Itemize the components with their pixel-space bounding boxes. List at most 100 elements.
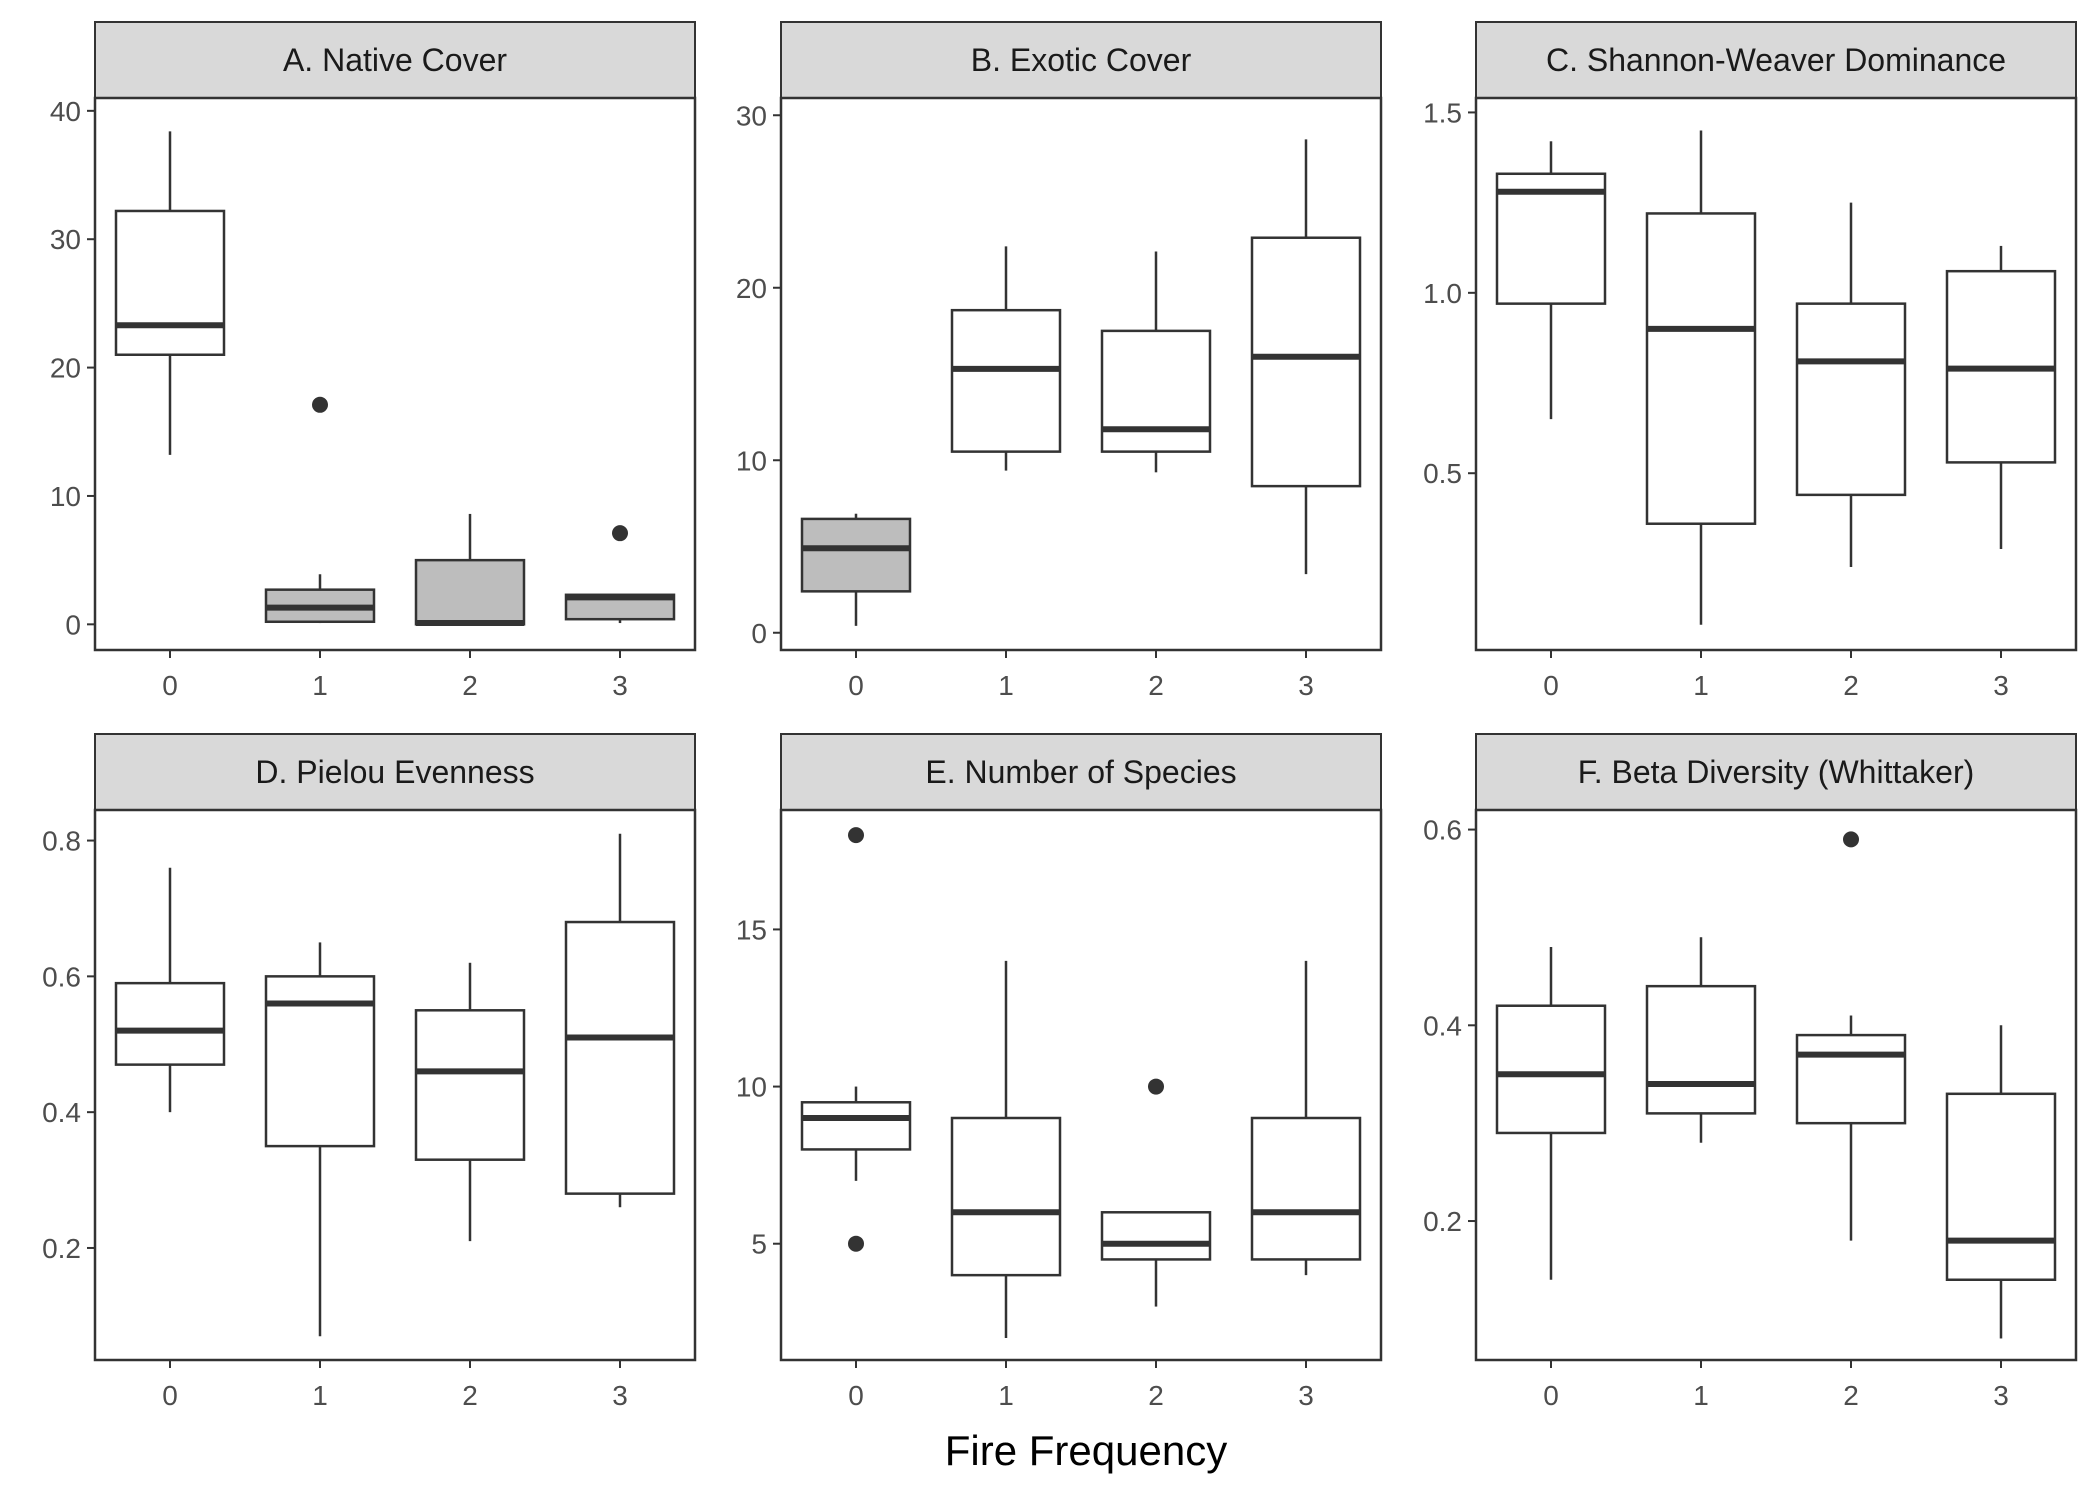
box-0 xyxy=(800,827,912,1252)
y-tick-label: 5 xyxy=(751,1229,767,1260)
x-tick-label: 3 xyxy=(1993,670,2009,701)
x-tick-label: 3 xyxy=(612,1380,628,1411)
x-tick-label: 1 xyxy=(312,670,328,701)
plot-area xyxy=(779,808,1383,1362)
box-iqr xyxy=(1250,236,1362,488)
x-tick-label: 1 xyxy=(312,1380,328,1411)
box-iqr xyxy=(414,558,526,626)
y-tick-label: 10 xyxy=(736,445,767,476)
x-tick-label: 1 xyxy=(998,670,1014,701)
box-iqr xyxy=(1495,172,1607,305)
box-0 xyxy=(114,131,226,455)
outlier-point xyxy=(1148,1078,1164,1095)
x-tick-label: 1 xyxy=(1693,670,1709,701)
y-tick-label: 30 xyxy=(50,224,81,255)
box-3 xyxy=(1250,139,1362,575)
outlier-point xyxy=(848,827,864,844)
box-3 xyxy=(1945,245,2057,549)
panel: D. Pielou Evenness 0.2 0.4 0.6 0.8 0 1 2 3 xyxy=(42,733,697,1411)
panel: C. Shannon-Weaver Dominance 0.5 1.0 1.5 0 1 2 3 xyxy=(1423,21,2078,701)
panel: A. Native Cover 0 10 20 30 40 0 1 2 3 xyxy=(50,21,697,701)
box-1 xyxy=(950,246,1062,471)
y-tick-label: 30 xyxy=(736,100,767,131)
x-tick-label: 2 xyxy=(1843,1380,1859,1411)
box-0 xyxy=(1495,947,1607,1280)
panel: B. Exotic Cover 0 10 20 30 0 1 2 3 xyxy=(736,21,1383,701)
box-3 xyxy=(1945,1025,2057,1339)
box-0 xyxy=(800,513,912,626)
box-iqr xyxy=(1795,302,1907,497)
y-tick-label: 0.6 xyxy=(42,961,81,992)
x-tick-label: 0 xyxy=(848,1380,864,1411)
box-iqr xyxy=(950,308,1062,453)
panel-title: E. Number of Species xyxy=(925,754,1236,790)
box-iqr xyxy=(414,1009,526,1161)
box-iqr xyxy=(1495,1004,1607,1135)
box-3 xyxy=(1250,960,1362,1276)
y-tick-label: 0.2 xyxy=(1423,1206,1462,1237)
box-iqr xyxy=(1945,1092,2057,1282)
plot-area xyxy=(93,96,697,652)
x-tick-label: 3 xyxy=(1298,670,1314,701)
x-tick-label: 2 xyxy=(462,670,478,701)
box-iqr xyxy=(950,1116,1062,1277)
box-2 xyxy=(1100,1078,1212,1307)
outlier-point xyxy=(312,396,328,413)
y-tick-label: 10 xyxy=(736,1072,767,1103)
box-iqr xyxy=(800,517,912,593)
box-iqr xyxy=(1100,1211,1212,1261)
y-tick-label: 0 xyxy=(65,609,81,640)
box-iqr xyxy=(564,920,676,1195)
y-tick-label: 0.6 xyxy=(1423,815,1462,846)
box-iqr xyxy=(1645,984,1757,1115)
box-2 xyxy=(1795,831,1907,1241)
y-tick-label: 0.2 xyxy=(42,1233,81,1264)
x-tick-label: 0 xyxy=(1543,670,1559,701)
panel-title: B. Exotic Cover xyxy=(971,42,1192,78)
x-tick-label: 2 xyxy=(1843,670,1859,701)
y-tick-label: 1.5 xyxy=(1423,97,1462,128)
panel-strip xyxy=(780,733,1382,811)
y-tick-label: 20 xyxy=(736,273,767,304)
box-1 xyxy=(264,396,376,624)
box-iqr xyxy=(114,981,226,1066)
box-1 xyxy=(950,960,1062,1338)
y-tick-label: 0.5 xyxy=(1423,458,1462,489)
box-2 xyxy=(1100,251,1212,473)
box-1 xyxy=(264,942,376,1337)
x-tick-label: 3 xyxy=(612,670,628,701)
box-2 xyxy=(414,962,526,1242)
outlier-point xyxy=(612,525,628,542)
x-tick-label: 1 xyxy=(998,1380,1014,1411)
box-2 xyxy=(1795,202,1907,568)
y-tick-label: 15 xyxy=(736,914,767,945)
panel-strip xyxy=(780,21,1382,99)
x-tick-label: 2 xyxy=(1148,1380,1164,1411)
y-tick-label: 0.4 xyxy=(1423,1010,1462,1041)
panel: F. Beta Diversity (Whittaker) 0.2 0.4 0.6 0 1… xyxy=(1423,733,2078,1411)
outlier-point xyxy=(1843,831,1859,848)
x-tick-label: 0 xyxy=(162,670,178,701)
box-1 xyxy=(1645,130,1757,625)
box-iqr xyxy=(1795,1033,1907,1125)
panel-title: F. Beta Diversity (Whittaker) xyxy=(1578,754,1975,790)
panel-strip xyxy=(94,733,696,811)
box-iqr xyxy=(1645,212,1757,525)
box-iqr xyxy=(800,1101,912,1151)
box-iqr xyxy=(114,209,226,356)
y-tick-label: 1.0 xyxy=(1423,278,1462,309)
panel-title: C. Shannon-Weaver Dominance xyxy=(1546,42,2006,78)
panel-title: D. Pielou Evenness xyxy=(255,754,534,790)
box-2 xyxy=(414,513,526,627)
y-tick-label: 10 xyxy=(50,481,81,512)
box-iqr xyxy=(1100,329,1212,453)
box-1 xyxy=(1645,937,1757,1143)
y-tick-label: 0 xyxy=(751,618,767,649)
y-tick-label: 0.4 xyxy=(42,1097,81,1128)
x-tick-label: 2 xyxy=(462,1380,478,1411)
box-iqr xyxy=(1250,1116,1362,1261)
x-tick-label: 3 xyxy=(1298,1380,1314,1411)
outlier-point xyxy=(848,1235,864,1252)
